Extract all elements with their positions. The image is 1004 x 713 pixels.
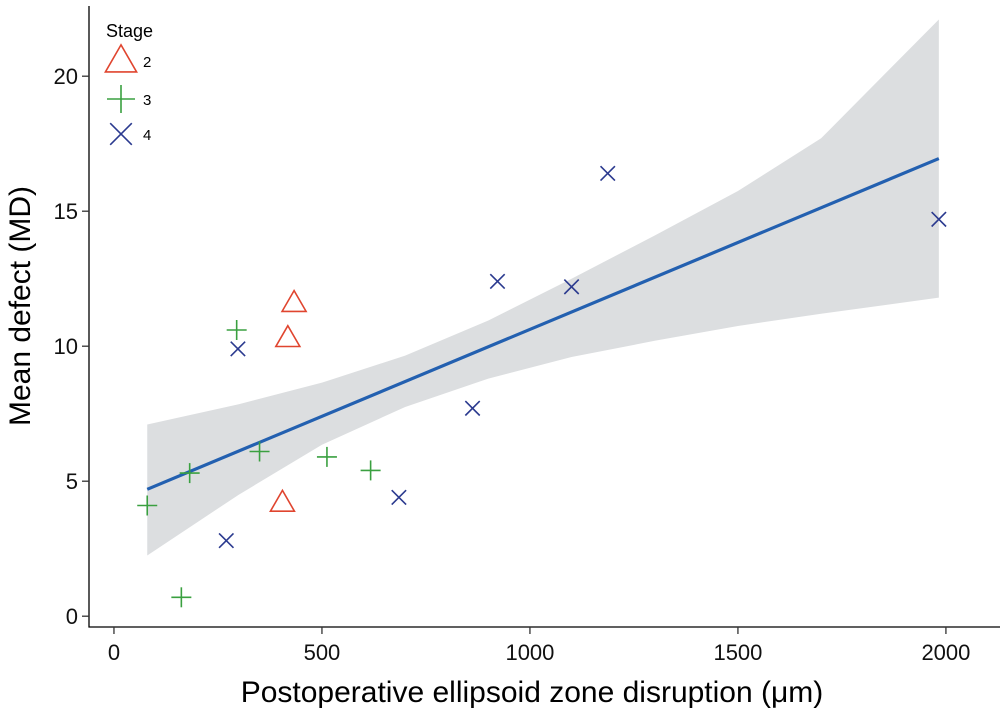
data-point-stage-3 (360, 460, 381, 481)
y-tick-label: 10 (54, 334, 78, 359)
data-point-stage-4 (599, 165, 616, 182)
data-point-stage-4-b (230, 341, 246, 357)
data-point-stage-3 (171, 587, 192, 608)
data-point-stage-2-shape (274, 324, 302, 348)
legend-label-2: 2 (143, 54, 151, 71)
legend-key-4 (109, 122, 133, 146)
data-point-stage-4-b (931, 211, 947, 228)
data-points (137, 165, 947, 608)
data-point-stage-3 (179, 463, 200, 484)
data-point-stage-3 (137, 495, 158, 516)
data-point-stage-2 (269, 488, 296, 513)
y-tick-label: 0 (66, 604, 78, 629)
x-tick-label: 1000 (505, 640, 554, 665)
data-point-stage-4 (391, 489, 407, 506)
data-point-stage-4 (931, 211, 947, 228)
legend-key-4-b (109, 122, 133, 146)
x-tick-label: 2000 (921, 640, 970, 665)
y-tick-label: 15 (54, 199, 78, 224)
data-point-stage-4-b (563, 279, 580, 295)
x-tick-label: 1500 (713, 640, 762, 665)
legend-title: Stage (106, 21, 153, 41)
data-point-stage-3 (316, 446, 337, 467)
x-axis-title: Postoperative ellipsoid zone disruption … (241, 676, 824, 709)
regression-line (146, 157, 940, 491)
data-point-stage-4 (489, 273, 506, 290)
data-point-stage-3 (226, 320, 247, 340)
legend-label-3: 3 (143, 92, 151, 109)
y-tick-label: 5 (66, 469, 78, 494)
legend-key-2 (104, 43, 138, 73)
data-point-stage-4-b (464, 400, 481, 417)
x-tick-label: 500 (304, 640, 341, 665)
legend-key-2-shape (104, 43, 138, 73)
confidence-band (147, 19, 939, 556)
legend-label-4: 4 (143, 127, 151, 144)
y-tick-label: 20 (54, 64, 78, 89)
legend-key-3 (107, 85, 135, 113)
data-point-stage-4-b (599, 165, 616, 182)
data-point-stage-4-b (218, 532, 235, 549)
data-point-stage-2-shape (269, 488, 296, 513)
data-point-stage-4-b (489, 273, 506, 290)
data-point-stage-2 (274, 324, 302, 348)
fit-line-layer (146, 157, 940, 491)
data-point-stage-4 (230, 341, 246, 357)
data-point-stage-3 (249, 441, 270, 462)
data-point-stage-4 (563, 279, 580, 295)
y-axis-title: Mean defect (MD) (4, 186, 37, 426)
confidence-band-layer (147, 19, 939, 556)
data-point-stage-4 (464, 400, 481, 417)
x-tick-label: 0 (108, 640, 120, 665)
data-point-stage-2-shape (280, 288, 308, 313)
data-point-stage-4 (218, 532, 235, 549)
legend: Stage 2 3 4 (104, 21, 153, 146)
data-point-stage-2 (280, 288, 308, 313)
data-point-stage-4-b (391, 489, 407, 506)
axes: 0 500 1000 1500 2000 0 5 10 15 20 (54, 6, 1000, 665)
